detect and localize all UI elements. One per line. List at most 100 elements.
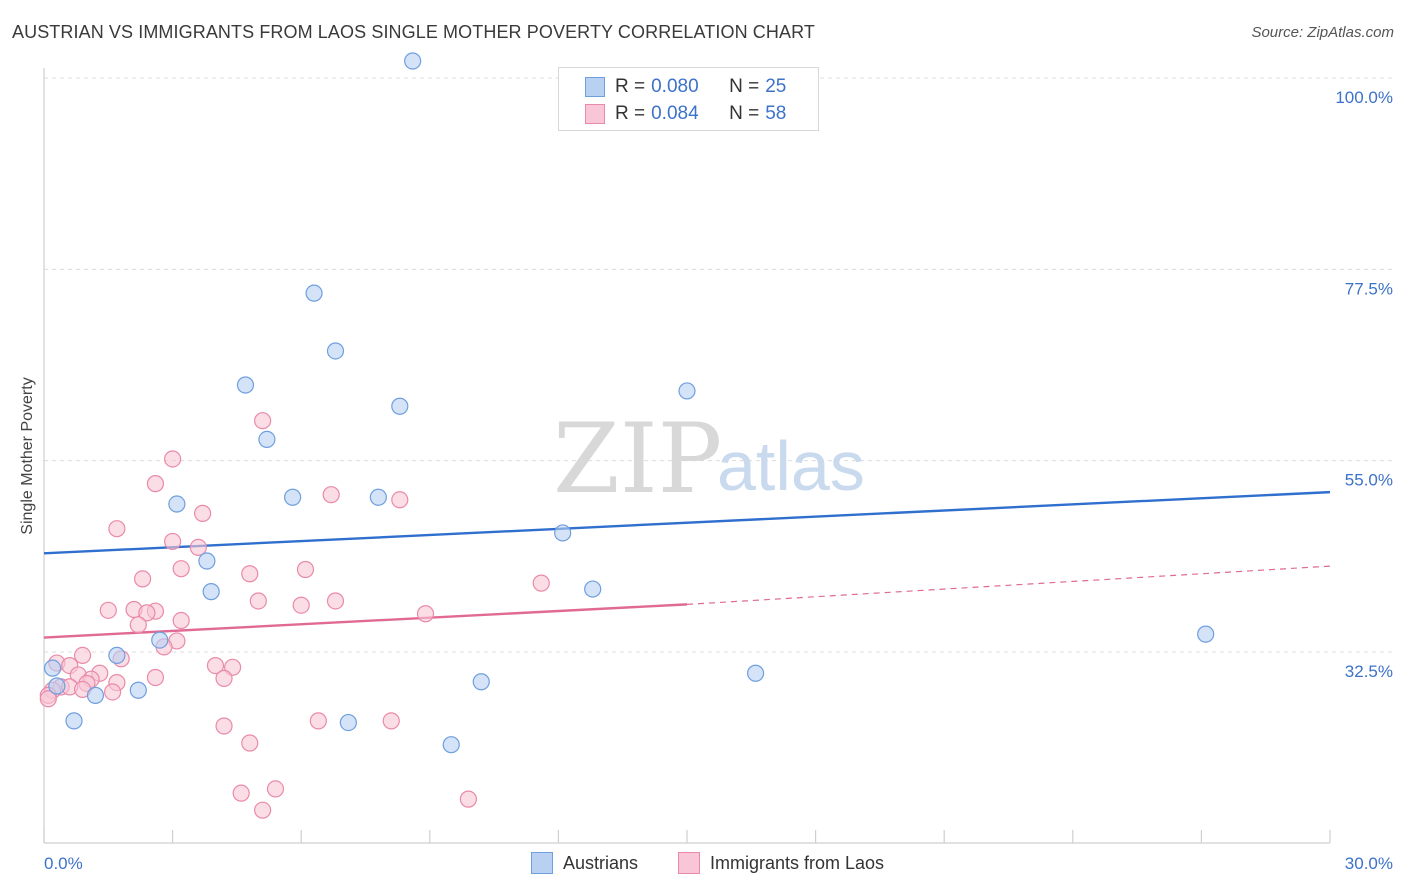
chart-title: AUSTRIAN VS IMMIGRANTS FROM LAOS SINGLE … (12, 22, 815, 42)
austrians-point (198, 552, 216, 570)
austrians-point (472, 673, 490, 691)
laos-point (99, 601, 117, 619)
austrians-point (404, 52, 422, 70)
data-points (39, 52, 1215, 819)
laos-point (138, 604, 156, 622)
y-tick-labels: 100.0% 77.5% 55.0% 32.5% (1335, 88, 1393, 681)
austrians-point (151, 631, 169, 649)
laos-point (326, 592, 345, 610)
laos-point (459, 790, 477, 808)
austrians-swatch (585, 77, 605, 97)
laos-point (241, 565, 259, 583)
laos-trend-line-extrapolated (686, 565, 1331, 605)
laos-point (164, 450, 182, 468)
laos-point (215, 717, 233, 735)
laos-point (172, 560, 190, 578)
y-tick-label: 77.5% (1345, 279, 1393, 298)
laos-point (39, 690, 57, 708)
austrians-point (236, 376, 255, 394)
austrians-point (43, 659, 62, 677)
y-tick-label: 32.5% (1345, 662, 1393, 681)
n-value: 58 (765, 103, 787, 124)
laos-point (194, 504, 212, 522)
laos-point (108, 520, 126, 538)
austrians-point (258, 430, 276, 449)
laos-point (103, 683, 122, 701)
laos-trend-line (43, 603, 688, 639)
n-value: 25 (765, 76, 787, 97)
x-tick-labels: 0.0% 30.0% (44, 854, 1393, 873)
austrians-point (678, 382, 696, 400)
austrians-point (1197, 625, 1215, 643)
laos-point (206, 657, 225, 675)
laos-point (322, 486, 340, 504)
austrians-point (202, 583, 220, 601)
austrians-point (746, 664, 765, 682)
austrians-point (168, 495, 186, 513)
laos-point (146, 668, 165, 687)
r-value: 0.080 (651, 76, 699, 97)
x-tick-label: 30.0% (1345, 854, 1393, 873)
laos-point (232, 784, 250, 802)
austrians-point (326, 342, 345, 360)
austrians-point (369, 488, 387, 506)
laos-point (254, 801, 272, 819)
laos-legend-label: Immigrants from Laos (710, 852, 885, 873)
legend-item-laos[interactable]: Immigrants from Laos (678, 852, 884, 874)
austrians-legend-label: Austrians (563, 852, 639, 873)
laos-point (391, 491, 409, 509)
laos-legend-swatch (678, 852, 700, 874)
n-label: N = (729, 76, 760, 97)
r-value: 0.084 (651, 103, 699, 124)
austrians-legend-swatch (531, 852, 553, 874)
laos-point (189, 538, 207, 557)
legend-item-austrians[interactable]: Austrians (531, 852, 638, 874)
laos-point (532, 574, 550, 592)
austrians-point (284, 488, 302, 506)
austrians-point (391, 397, 409, 415)
austrians-point (86, 686, 105, 704)
source-label: Source: ZipAtlas.com (1251, 24, 1394, 41)
legend-row-austrians: R = 0.080 N = 25 (585, 75, 786, 99)
trend-lines (43, 490, 1331, 639)
laos-point (129, 616, 147, 634)
austrians-point (442, 736, 460, 754)
laos-swatch (585, 104, 605, 124)
laos-point (172, 611, 190, 630)
y-tick-label: 100.0% (1335, 88, 1393, 107)
x-tick-label: 0.0% (44, 854, 83, 873)
laos-point (133, 570, 152, 588)
austrians-point (65, 712, 83, 730)
austrians-point (48, 677, 66, 695)
laos-point (146, 475, 165, 493)
austrians-point (554, 524, 572, 542)
austrians-point (339, 713, 357, 732)
correlation-legend: R = 0.080 N = 25 R = 0.084 N = 58 (558, 67, 819, 131)
watermark-zip: ZIP (553, 403, 722, 515)
axes (43, 68, 1331, 844)
austrians-point (584, 580, 602, 598)
laos-point (296, 560, 315, 579)
austrians-trend-line (43, 490, 1331, 555)
laos-point (241, 734, 259, 752)
watermark-atlas: atlas (717, 427, 865, 505)
laos-point (309, 712, 327, 730)
laos-point (249, 592, 267, 610)
n-label: N = (729, 103, 760, 124)
laos-point (73, 646, 92, 665)
r-label: R = (615, 76, 646, 97)
r-label: R = (615, 103, 646, 124)
laos-point (416, 605, 435, 623)
laos-point (266, 780, 285, 798)
y-tick-label: 55.0% (1345, 471, 1393, 490)
laos-point (215, 669, 233, 687)
legend-row-laos: R = 0.084 N = 58 (585, 102, 786, 126)
laos-point (254, 412, 272, 430)
laos-point (164, 532, 182, 551)
austrians-point (108, 646, 126, 665)
laos-point (382, 712, 400, 730)
laos-point (292, 596, 310, 614)
austrians-point (129, 681, 147, 699)
austrians-point (305, 284, 323, 302)
